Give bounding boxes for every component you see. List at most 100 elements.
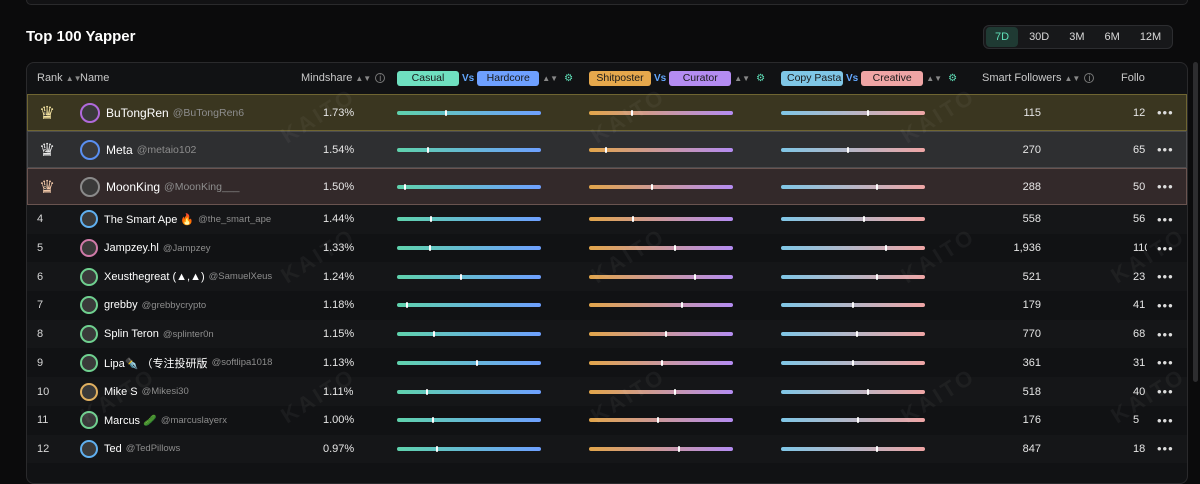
row-menu-button[interactable]: ••• (1157, 291, 1174, 320)
avatar[interactable] (80, 139, 100, 160)
rank-column-header[interactable]: Rank ▲▼ (37, 63, 82, 93)
more-icon[interactable]: ••• (1157, 179, 1174, 194)
period-tab-6m[interactable]: 6M (1104, 31, 1120, 43)
user-handle[interactable]: @BuTongRen6 (172, 106, 245, 119)
avatar[interactable] (80, 411, 98, 430)
name-cell[interactable]: Xeusthegreat (▲,▲) @SamuelXeus (80, 262, 272, 291)
more-icon[interactable]: ••• (1157, 297, 1174, 313)
table-row[interactable]: 4 The Smart Ape 🔥 @the_smart_ape 1.44% 5… (27, 205, 1187, 234)
user-handle[interactable]: @Mikesi30 (141, 386, 189, 398)
name-cell[interactable]: BuTongRen @BuTongRen6 (80, 94, 244, 131)
more-icon[interactable]: ••• (1157, 269, 1174, 285)
table-row[interactable]: 8 Splin Teron @splinter0n 1.15% 770 68 •… (27, 319, 1187, 349)
more-icon[interactable]: ••• (1157, 240, 1174, 256)
info-icon[interactable]: i (375, 73, 386, 83)
avatar[interactable] (80, 439, 98, 458)
avatar[interactable] (80, 210, 98, 229)
avatar[interactable] (80, 267, 98, 286)
more-icon[interactable]: ••• (1157, 326, 1174, 342)
row-menu-button[interactable]: ••• (1157, 435, 1174, 464)
name-cell[interactable]: Meta @metaio102 (80, 131, 196, 168)
table-row[interactable]: 9 Lipa✒️ （专注投研版 @softlipa1018 1.13% 361 … (27, 349, 1187, 378)
table-row[interactable]: 7 grebby @grebbycrypto 1.18% 179 41 ••• (27, 291, 1187, 320)
row-menu-button[interactable]: ••• (1157, 377, 1174, 406)
row-menu-button[interactable]: ••• (1157, 349, 1174, 378)
user-name[interactable]: Xeusthegreat (▲,▲) (104, 270, 205, 283)
gear-icon[interactable]: ⚙ (756, 72, 766, 84)
avatar[interactable] (80, 239, 98, 258)
user-handle[interactable]: @grebbycrypto (141, 299, 207, 311)
name-cell[interactable]: Splin Teron @splinter0n (80, 320, 214, 349)
gear-icon[interactable]: ⚙ (564, 72, 574, 84)
more-icon[interactable]: ••• (1157, 211, 1174, 227)
row-menu-button[interactable]: ••• (1157, 94, 1174, 131)
gear-icon[interactable]: ⚙ (948, 72, 958, 84)
avatar[interactable] (80, 325, 98, 344)
user-name[interactable]: Mike S (104, 385, 138, 398)
avatar[interactable] (80, 296, 98, 315)
table-row[interactable]: ♛ 2 Meta @metaio102 1.54% 270 65 ••• (27, 131, 1187, 168)
avatar[interactable] (80, 176, 100, 197)
sort-icon[interactable]: ▲▼ (734, 73, 751, 83)
more-icon[interactable]: ••• (1157, 441, 1174, 457)
period-tab-7d[interactable]: 7D (986, 27, 1019, 47)
user-name[interactable]: BuTongRen (106, 105, 169, 120)
avatar[interactable] (80, 382, 98, 401)
more-icon[interactable]: ••• (1157, 412, 1174, 428)
user-name[interactable]: Meta (106, 142, 133, 157)
user-handle[interactable]: @marcuslayerx (160, 414, 227, 426)
row-menu-button[interactable]: ••• (1157, 406, 1174, 435)
more-icon[interactable]: ••• (1157, 142, 1174, 157)
info-icon[interactable]: i (1084, 73, 1095, 83)
user-handle[interactable]: @Jampzey (162, 242, 211, 254)
table-row[interactable]: 12 Ted @TedPillows 0.97% 847 18 ••• (27, 434, 1187, 464)
row-menu-button[interactable]: ••• (1157, 168, 1174, 205)
avatar[interactable] (80, 102, 100, 123)
row-menu-button[interactable]: ••• (1157, 262, 1174, 291)
name-cell[interactable]: grebby @grebbycrypto (80, 291, 206, 320)
period-tab-3m[interactable]: 3M (1069, 31, 1085, 43)
name-cell[interactable]: Lipa✒️ （专注投研版 @softlipa1018 (80, 349, 272, 378)
more-icon[interactable]: ••• (1157, 355, 1174, 371)
table-row[interactable]: 10 Mike S @Mikesi30 1.11% 518 40 ••• (27, 377, 1187, 406)
user-name[interactable]: Splin Teron (104, 328, 159, 341)
row-menu-button[interactable]: ••• (1157, 205, 1174, 234)
user-handle[interactable]: @MoonKing___ (164, 180, 240, 193)
user-name[interactable]: Marcus 🥒 (104, 414, 157, 427)
smart-followers-column-header[interactable]: Smart Followers ▲▼ i (982, 63, 1095, 93)
more-icon[interactable]: ••• (1157, 384, 1174, 400)
more-icon[interactable]: ••• (1157, 105, 1174, 120)
user-name[interactable]: Ted (104, 442, 122, 455)
user-handle[interactable]: @TedPillows (125, 443, 181, 455)
name-cell[interactable]: MoonKing @MoonKing___ (80, 168, 240, 205)
user-handle[interactable]: @splinter0n (162, 328, 214, 340)
scrollbar[interactable] (1193, 62, 1198, 382)
period-tab-30d[interactable]: 30D (1029, 31, 1050, 43)
user-name[interactable]: Lipa✒️ （专注投研版 (104, 357, 208, 370)
user-name[interactable]: Jampzey.hl (104, 242, 159, 255)
sort-icon[interactable]: ▲▼ (542, 73, 559, 83)
name-cell[interactable]: Mike S @Mikesi30 (80, 377, 189, 406)
followers-column-header[interactable]: Follo (1121, 63, 1145, 93)
table-row[interactable]: 6 Xeusthegreat (▲,▲) @SamuelXeus 1.24% 5… (27, 262, 1187, 292)
user-handle[interactable]: @metaio102 (136, 143, 197, 156)
mindshare-column-header[interactable]: Mindshare ▲▼ i (301, 63, 386, 93)
name-cell[interactable]: Jampzey.hl @Jampzey (80, 234, 211, 263)
user-handle[interactable]: @softlipa1018 (211, 357, 273, 369)
table-row[interactable]: 11 Marcus 🥒 @marcuslayerx 1.00% 176 5 ••… (27, 406, 1187, 435)
table-row[interactable]: ♛ 1 BuTongRen @BuTongRen6 1.73% 115 12 ••… (27, 94, 1187, 131)
avatar[interactable] (80, 353, 98, 372)
name-cell[interactable]: Marcus 🥒 @marcuslayerx (80, 406, 227, 435)
row-menu-button[interactable]: ••• (1157, 234, 1174, 263)
name-cell[interactable]: Ted @TedPillows (80, 435, 180, 464)
name-cell[interactable]: The Smart Ape 🔥 @the_smart_ape (80, 205, 271, 234)
table-row[interactable]: ♛ 3 MoonKing @MoonKing___ 1.50% 288 50 ••… (27, 168, 1187, 205)
table-row[interactable]: 5 Jampzey.hl @Jampzey 1.33% 1,936 110 ••… (27, 234, 1187, 263)
user-name[interactable]: The Smart Ape 🔥 (104, 213, 195, 226)
user-name[interactable]: MoonKing (106, 179, 161, 194)
user-name[interactable]: grebby (104, 299, 138, 312)
row-menu-button[interactable]: ••• (1157, 320, 1174, 349)
user-handle[interactable]: @the_smart_ape (198, 213, 272, 225)
row-menu-button[interactable]: ••• (1157, 131, 1174, 168)
period-tab-12m[interactable]: 12M (1139, 31, 1162, 43)
